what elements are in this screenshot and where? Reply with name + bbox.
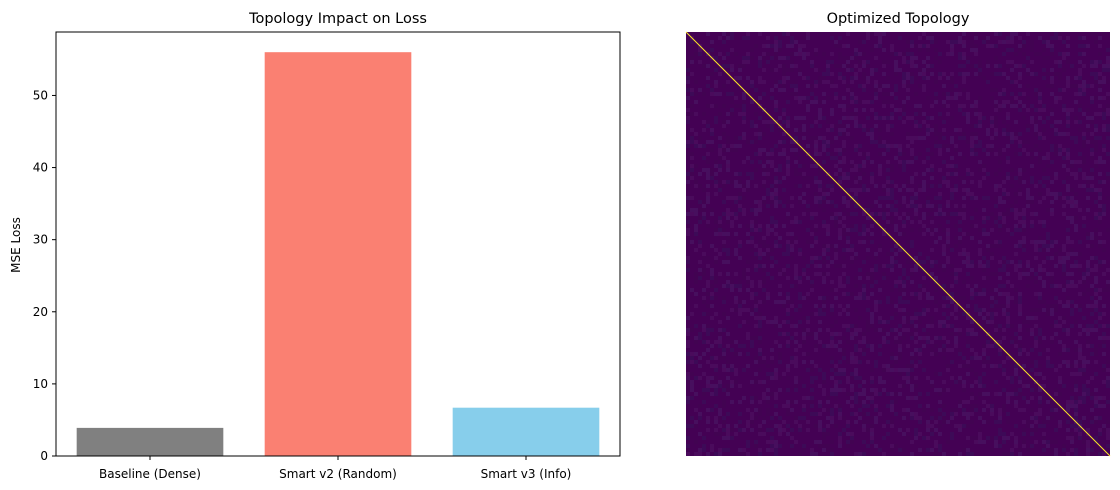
bars-group (76, 52, 600, 456)
bar-chart-panel: Topology Impact on Loss MSE Loss 0 10 20 30… (9, 11, 621, 481)
heatmap-title: Optimized Topology (827, 11, 970, 27)
bar-chart-title: Topology Impact on Loss (248, 11, 427, 27)
heatmap-panel: Optimized Topology (685, 11, 1111, 457)
x-tick-label: Smart v3 (Info) (481, 467, 572, 481)
y-axis-label: MSE Loss (9, 217, 23, 273)
bar-0 (76, 427, 224, 456)
bar-1 (264, 52, 412, 456)
y-tick-label: 10 (33, 377, 48, 391)
y-tick-label: 50 (33, 88, 48, 102)
bar-chart-frame (55, 31, 621, 457)
y-tick-label: 40 (33, 161, 48, 175)
y-ticks-group: 0 10 20 30 40 50 (33, 88, 56, 463)
heatmap-noise (686, 32, 1110, 456)
heatmap-diagonal (685, 31, 1111, 457)
x-tick-label: Smart v2 (Random) (279, 467, 397, 481)
x-tick-label: Baseline (Dense) (99, 467, 201, 481)
y-tick-label: 0 (40, 449, 48, 463)
bar-2 (452, 407, 600, 456)
y-tick-label: 30 (33, 233, 48, 247)
x-ticks-group: Baseline (Dense) Smart v2 (Random) Smart v… (99, 456, 571, 481)
y-tick-label: 20 (33, 305, 48, 319)
